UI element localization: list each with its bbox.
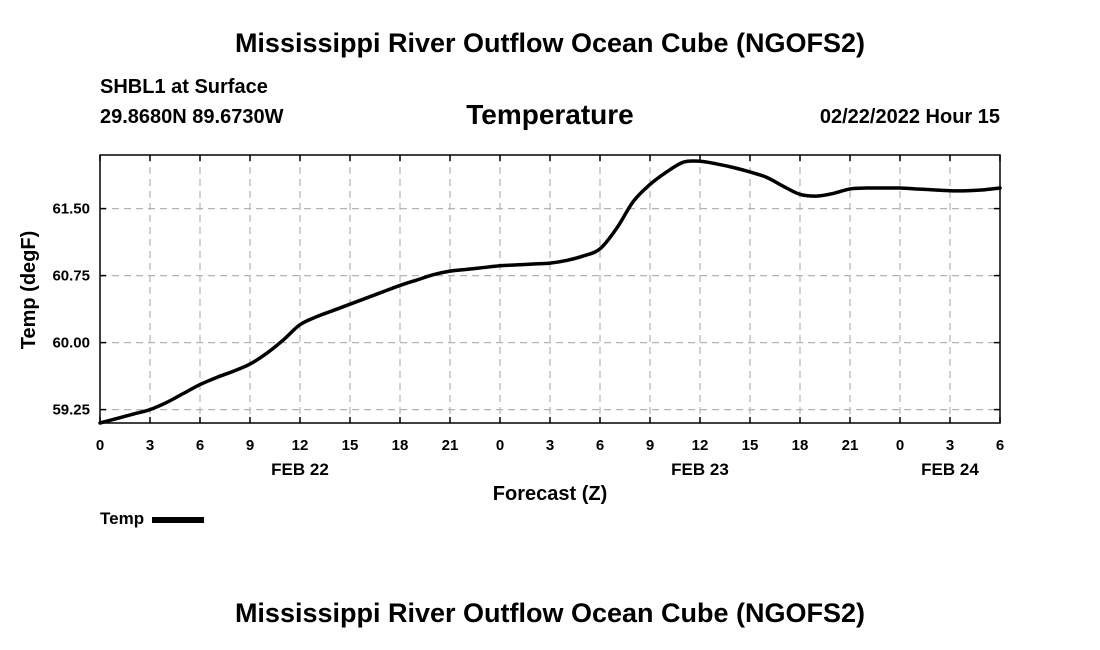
x-date-label: FEB 23 — [671, 460, 729, 479]
x-tick-label: 6 — [996, 437, 1004, 454]
x-tick-label: 12 — [292, 437, 309, 454]
x-date-label: FEB 24 — [921, 460, 979, 479]
grid — [100, 155, 1000, 423]
x-tick-label: 18 — [392, 437, 409, 454]
x-axis-label: Forecast (Z) — [493, 483, 607, 505]
x-tick-label: 0 — [96, 437, 104, 454]
x-tick-label: 21 — [442, 437, 459, 454]
page-title: Mississippi River Outflow Ocean Cube (NG… — [234, 28, 866, 58]
x-tick-label: 6 — [596, 437, 604, 454]
x-tick-label: 3 — [146, 437, 154, 454]
x-date-label: FEB 22 — [271, 460, 329, 479]
x-tick-label: 0 — [896, 437, 904, 454]
x-tick-label: 12 — [692, 437, 709, 454]
temperature-chart: 0 3 6 9 12 15 18 21 0 3 6 9 12 15 18 21 0 3 6 FEB 22 FEB 23 F… — [18, 154, 1004, 505]
y-tick-label: 60.00 — [52, 335, 90, 352]
x-tick-label: 15 — [342, 437, 359, 454]
station-label: SHBL1 at Surface — [100, 76, 268, 98]
chart-title: Temperature — [466, 99, 634, 130]
axis-ticks: 0 3 6 9 12 15 18 21 0 3 6 9 12 15 18 21 0 3 6 FEB 22 FEB 23 F… — [52, 155, 1004, 479]
x-tick-label: 6 — [196, 437, 204, 454]
x-tick-label: 0 — [496, 437, 504, 454]
x-tick-label: 3 — [546, 437, 554, 454]
y-tick-label: 61.50 — [52, 201, 90, 218]
series-line-temp — [98, 159, 1002, 425]
x-tick-label: 9 — [246, 437, 254, 454]
y-axis-label: Temp (degF) — [18, 231, 40, 350]
y-tick-label: 60.75 — [52, 268, 90, 285]
x-tick-label: 21 — [842, 437, 859, 454]
x-tick-label: 9 — [646, 437, 654, 454]
y-tick-label: 59.25 — [52, 402, 90, 419]
x-tick-label: 3 — [946, 437, 954, 454]
x-tick-label: 18 — [792, 437, 809, 454]
coordinates-label: 29.8680N 89.6730W — [100, 106, 284, 128]
legend-label-temp: Temp — [100, 509, 145, 528]
legend-swatch-temp — [152, 517, 205, 523]
legend: Temp — [100, 509, 205, 529]
datetime-label: 02/22/2022 Hour 15 — [819, 106, 1000, 128]
footer-title: Mississippi River Outflow Ocean Cube (NG… — [234, 598, 866, 628]
x-tick-label: 15 — [742, 437, 759, 454]
